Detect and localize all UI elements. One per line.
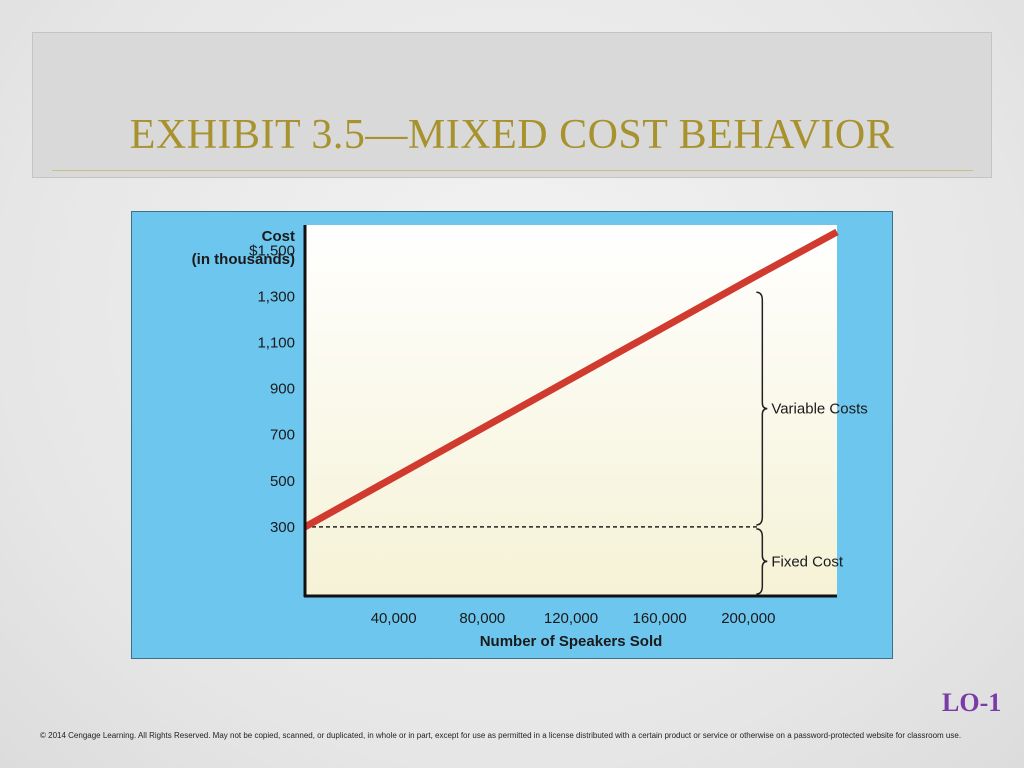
lo-badge: LO-1 [942, 688, 1002, 717]
x-tick-label: 40,000 [371, 610, 417, 627]
y-tick-label: 1,100 [257, 335, 295, 352]
variable-costs-annotation: Variable Costs [771, 401, 867, 418]
y-tick-label: 700 [270, 427, 295, 444]
x-axis-label: Number of Speakers Sold [480, 633, 663, 650]
fixed-cost-brace [756, 528, 768, 595]
title-panel: EXHIBIT 3.5—MIXED COST BEHAVIOR [32, 32, 992, 178]
fixed-cost-annotation: Fixed Cost [771, 553, 844, 570]
mixed-cost-chart: 300 500 700 900 1,100 1,300 $1,500 40,000 80,000… [192, 225, 868, 650]
chart-frame: 300 500 700 900 1,100 1,300 $1,500 40,000 80,000… [131, 211, 893, 659]
y-axis-label-line1: Cost [262, 228, 295, 245]
y-tick-label: $1,500 [249, 242, 295, 259]
y-tick-label: 900 [270, 381, 295, 398]
title-divider [52, 170, 973, 171]
x-tick-label: 120,000 [544, 610, 598, 627]
x-tick-label: 80,000 [459, 610, 505, 627]
variable-costs-brace [756, 291, 768, 526]
copyright-footer: © 2014 Cengage Learning. All Rights Rese… [40, 731, 962, 740]
total-cost-line [303, 228, 839, 530]
y-axis-label-line2: (in thousands) [192, 251, 295, 268]
y-tick-label: 500 [270, 473, 295, 490]
plot-area [305, 225, 837, 596]
x-tick-label: 200,000 [721, 610, 775, 627]
y-tick-label: 1,300 [257, 288, 295, 305]
x-tick-label: 160,000 [633, 610, 687, 627]
slide-title: EXHIBIT 3.5—MIXED COST BEHAVIOR [129, 112, 895, 158]
y-tick-label: 300 [270, 519, 295, 536]
